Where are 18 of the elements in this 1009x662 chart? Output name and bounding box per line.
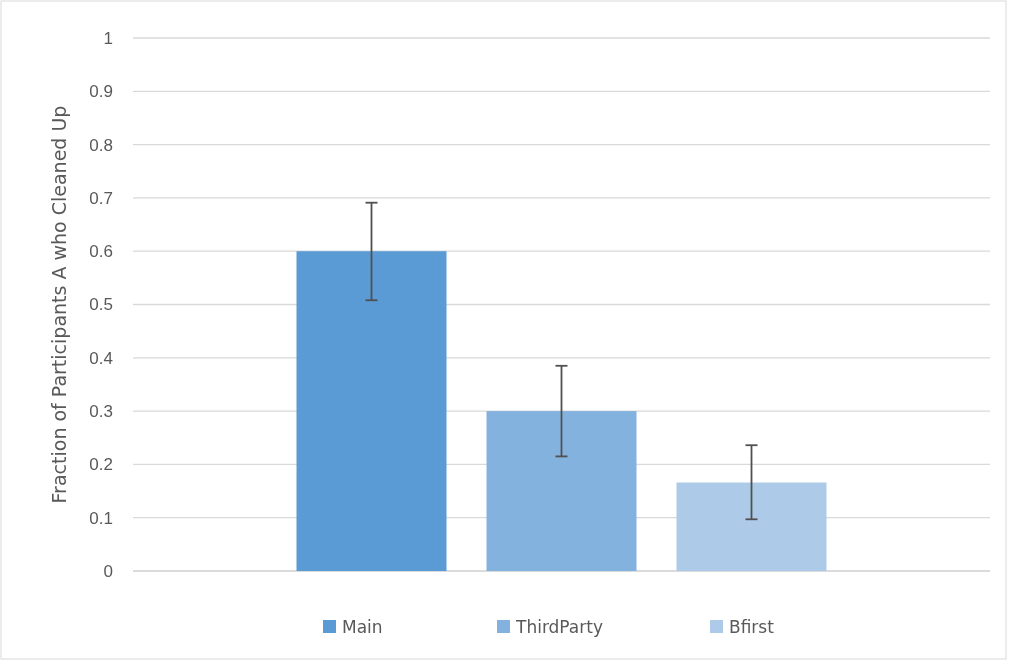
y-tick-label: 0.5 xyxy=(89,295,113,315)
y-tick-label: 0.2 xyxy=(89,455,113,475)
y-tick-label: 0.4 xyxy=(89,348,113,368)
y-tick-label: 0 xyxy=(103,561,113,581)
bar xyxy=(296,251,447,571)
y-tick-label: 0.7 xyxy=(89,188,113,208)
y-tick-label: 0.1 xyxy=(89,508,113,528)
bar xyxy=(486,411,637,571)
y-axis-title: Fraction of Participants A who Cleaned Up xyxy=(48,105,70,504)
legend-label: Main xyxy=(342,617,383,637)
y-tick-label: 1 xyxy=(103,28,113,48)
legend-label: ThirdParty xyxy=(515,617,603,637)
bar xyxy=(676,482,827,571)
y-tick-label: 0.3 xyxy=(89,402,113,422)
legend-label: Bfirst xyxy=(729,617,775,637)
y-tick-label: 0.6 xyxy=(89,242,113,262)
y-tick-label: 0.8 xyxy=(89,135,113,155)
y-tick-label: 0.9 xyxy=(89,82,113,102)
